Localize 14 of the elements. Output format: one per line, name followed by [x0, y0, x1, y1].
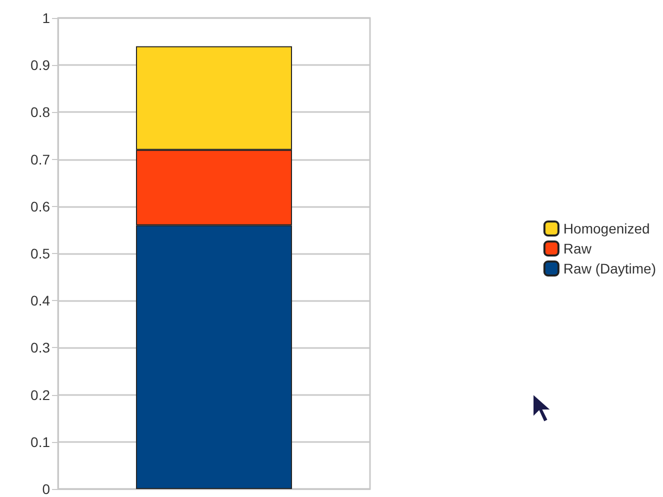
- y-tick-label: 0.5: [30, 246, 50, 262]
- y-tick-label: 0.4: [30, 292, 50, 309]
- y-tick-label: 1: [42, 10, 50, 26]
- y-tick-label: 0.1: [30, 434, 50, 450]
- y-tick-label: 0.7: [30, 151, 50, 168]
- legend-label: Homogenized: [563, 220, 650, 236]
- legend-label: Raw (Daytime): [563, 260, 656, 276]
- y-tick-label: 0.9: [30, 57, 50, 74]
- y-tick-label: 0.6: [30, 198, 50, 214]
- legend-label: Raw: [563, 240, 592, 256]
- y-tick-label: 0.3: [30, 340, 50, 356]
- y-tick-label: 0.8: [30, 104, 50, 120]
- y-tick-label: 0: [42, 481, 50, 497]
- y-tick-label: 0.2: [30, 386, 50, 403]
